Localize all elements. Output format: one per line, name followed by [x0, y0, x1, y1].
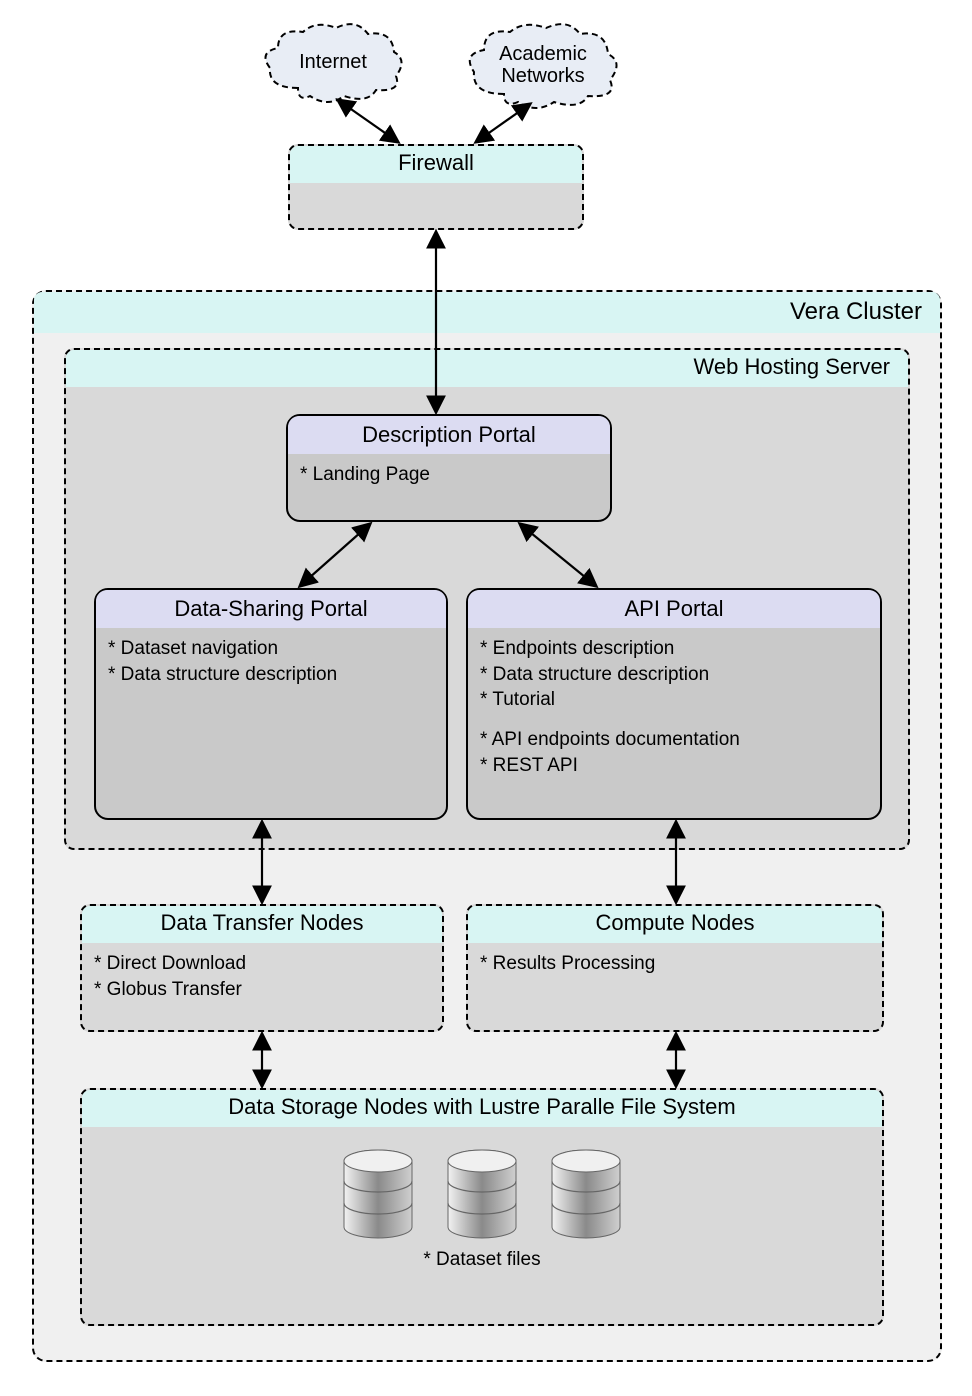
data-transfer-nodes-box: Data Transfer Nodes * Direct Download* G…: [80, 904, 444, 1032]
database-icon: [445, 1149, 519, 1239]
api-portal-body: * Endpoints description* Data structure …: [468, 628, 880, 786]
compute-nodes-body: * Results Processing: [468, 943, 882, 985]
firewall-title: Firewall: [290, 146, 582, 183]
storage-db-row: [82, 1127, 882, 1239]
storage-box: Data Storage Nodes with Lustre Paralle F…: [80, 1088, 884, 1326]
compute-nodes-title: Compute Nodes: [468, 906, 882, 943]
api-portal-title: API Portal: [468, 590, 880, 628]
data-sharing-portal-title: Data-Sharing Portal: [96, 590, 446, 628]
diagram-stage: Internet AcademicNetworks Firewall Vera …: [0, 0, 972, 1396]
cloud-academic: AcademicNetworks: [462, 18, 624, 112]
cloud-internet: Internet: [258, 18, 408, 106]
cloud-internet-label: Internet: [291, 51, 375, 73]
description-portal-box: Description Portal * Landing Page: [286, 414, 612, 522]
web-hosting-title: Web Hosting Server: [66, 350, 908, 387]
data-transfer-nodes-body: * Direct Download* Globus Transfer: [82, 943, 442, 1010]
storage-title: Data Storage Nodes with Lustre Paralle F…: [82, 1090, 882, 1127]
api-portal-box: API Portal * Endpoints description* Data…: [466, 588, 882, 820]
cloud-academic-label: AcademicNetworks: [491, 43, 595, 87]
vera-cluster-title: Vera Cluster: [34, 292, 940, 333]
data-transfer-nodes-title: Data Transfer Nodes: [82, 906, 442, 943]
data-sharing-portal-box: Data-Sharing Portal * Dataset navigation…: [94, 588, 448, 820]
description-portal-body: * Landing Page: [288, 454, 610, 496]
storage-caption: * Dataset files: [82, 1239, 882, 1281]
database-icon: [341, 1149, 415, 1239]
database-icon: [549, 1149, 623, 1239]
firewall-box: Firewall: [288, 144, 584, 230]
description-portal-title: Description Portal: [288, 416, 610, 454]
compute-nodes-box: Compute Nodes * Results Processing: [466, 904, 884, 1032]
data-sharing-portal-body: * Dataset navigation* Data structure des…: [96, 628, 446, 695]
